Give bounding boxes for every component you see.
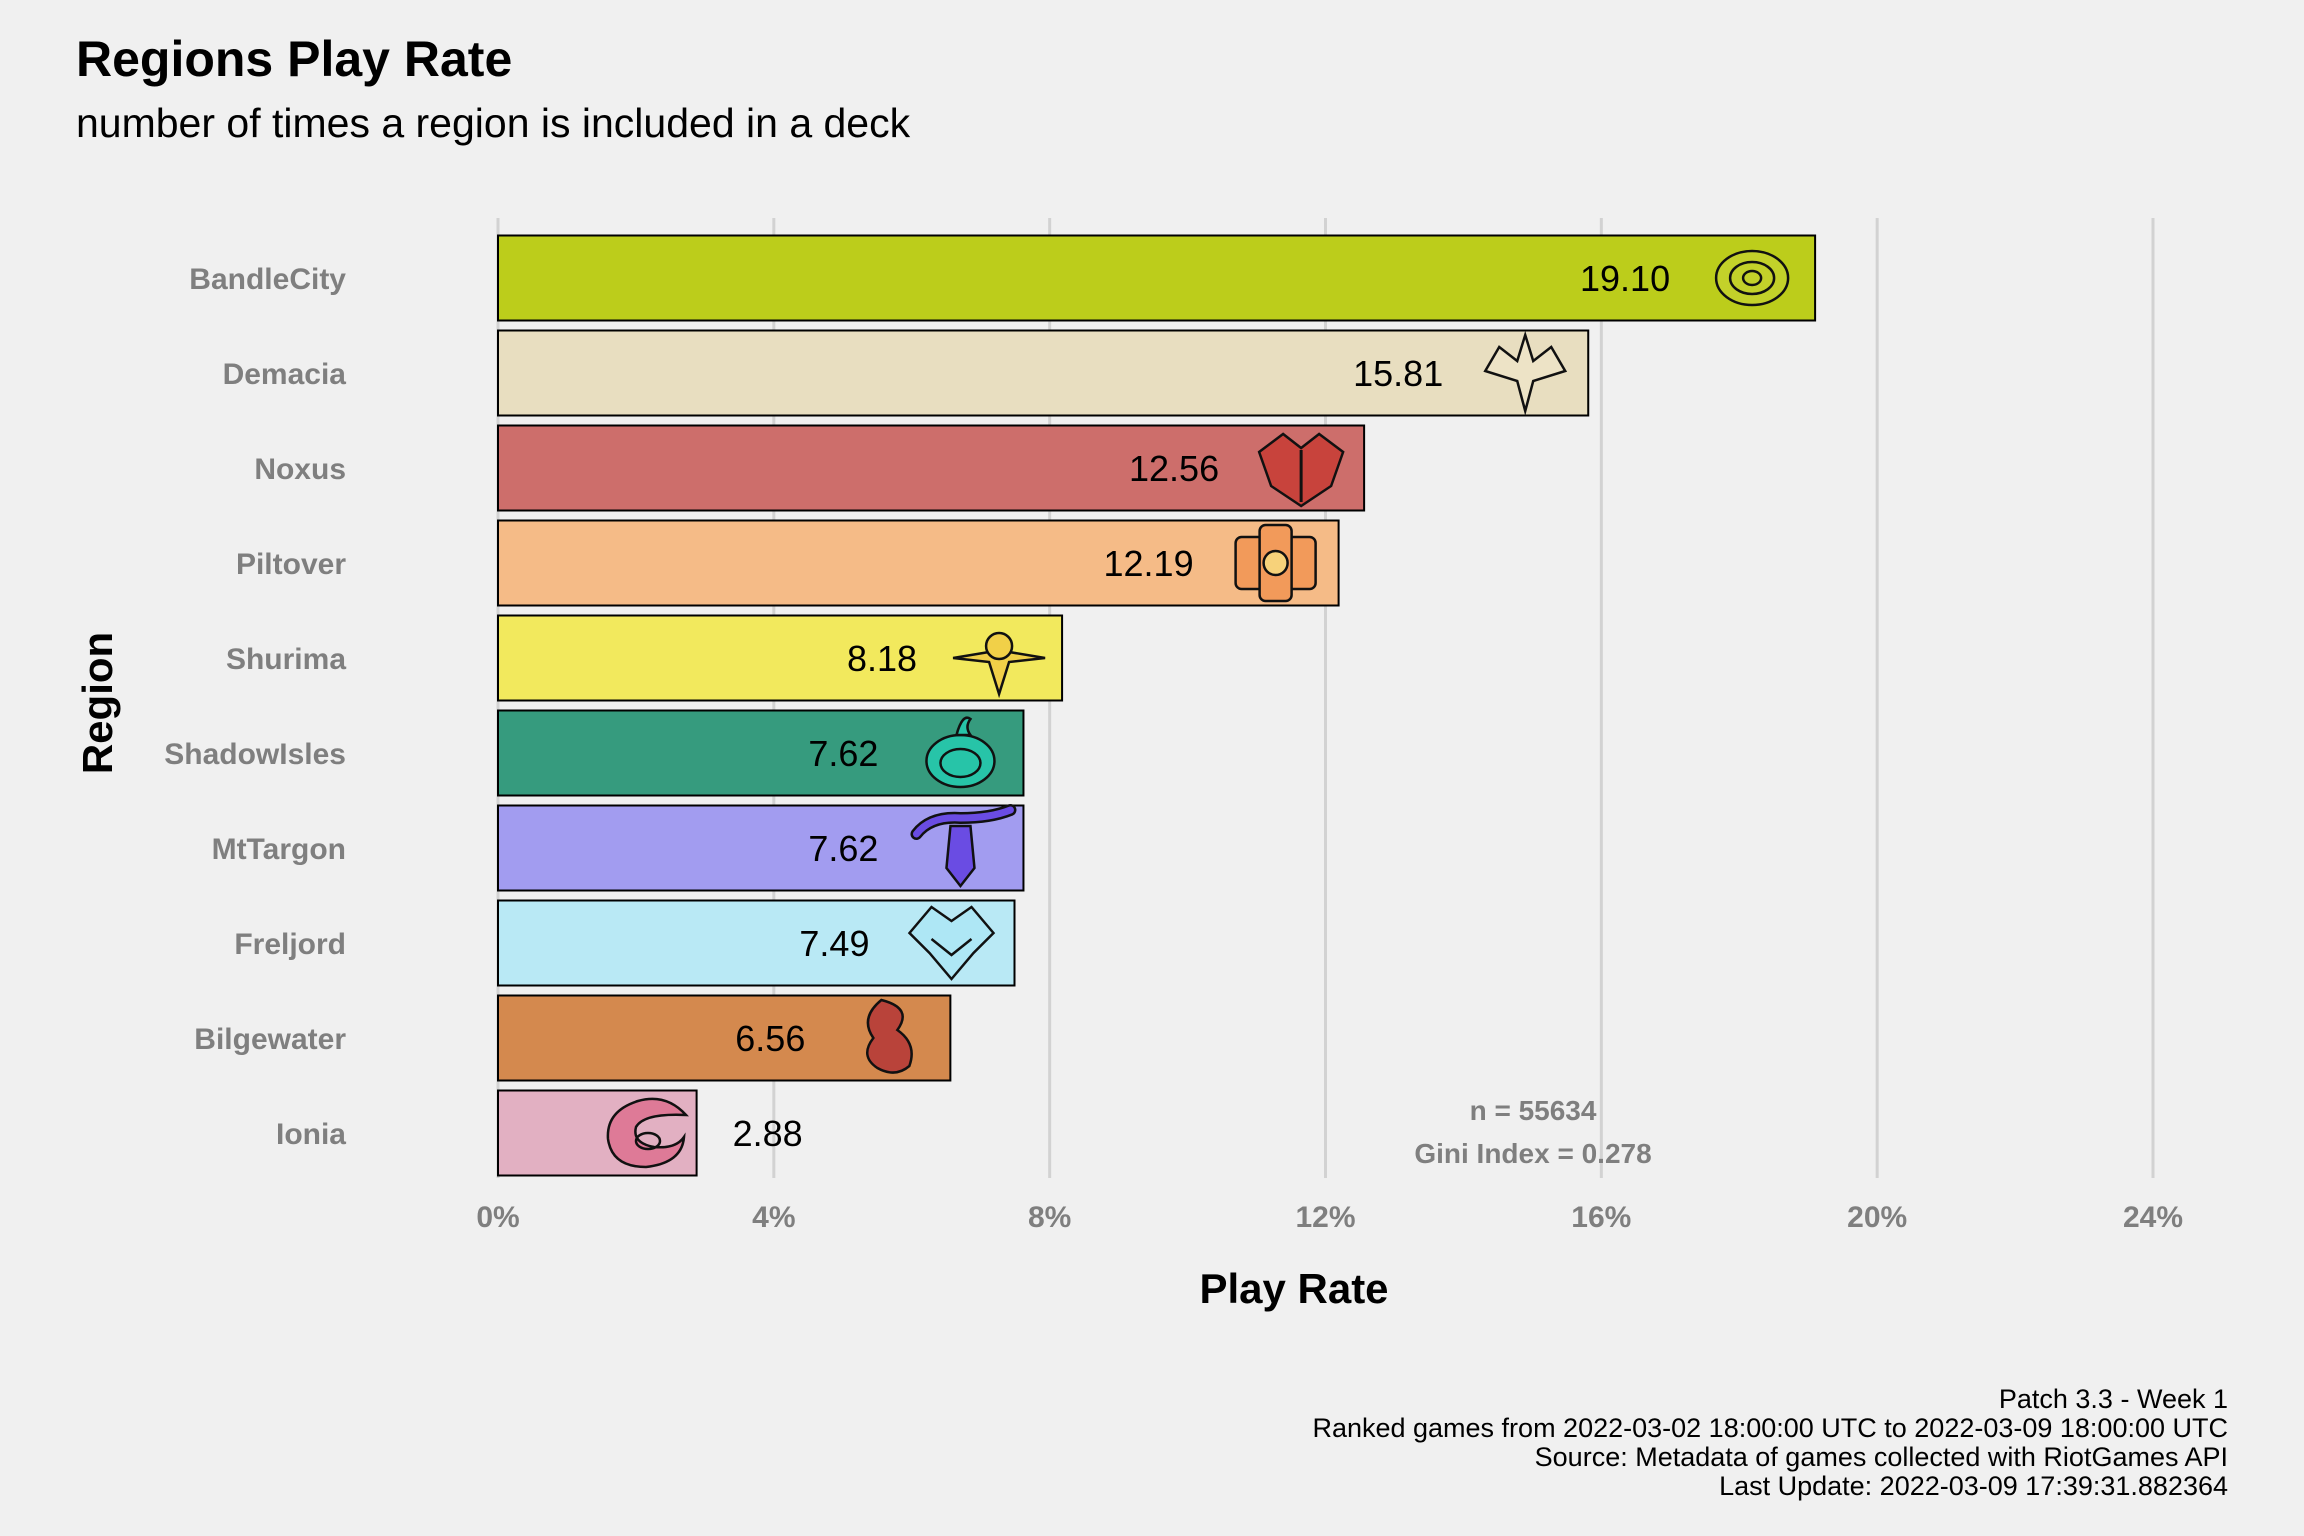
demacia-icon [1483,330,1568,416]
y-tick-label: Ionia [276,1118,346,1151]
x-tick-labels: 0% 4% 8% 12% 16% 20% 24% [476,1201,2183,1234]
bar-value-label: 12.56 [1129,448,1219,489]
bar-value-label: 12.19 [1104,543,1194,584]
x-tick-label: 0% [476,1201,519,1234]
bars: 19.10 15.81 12.56 12.19 8.18 7.62 7.62 7.49 6.56… [497,234,1817,1177]
shurima-icon [952,631,1046,699]
bar-value-label: 6.56 [735,1018,805,1059]
y-tick-label: Bilgewater [194,1023,346,1056]
bar [497,329,1590,417]
x-tick-label: 4% [752,1201,795,1234]
y-tick-label: Shurima [226,643,346,676]
x-tick-label: 12% [1295,1201,1355,1234]
x-axis-title: Play Rate [1199,1265,1388,1312]
bar [497,424,1366,512]
chart-subtitle: number of times a region is included in … [76,100,911,146]
y-tick-label: MtTargon [212,833,346,866]
y-tick-label: Noxus [254,453,346,486]
bilgewater-icon [866,998,913,1074]
caption: Patch 3.3 - Week 1 Ranked games from 202… [1312,1385,2228,1501]
caption-date-range: Ranked games from 2022-03-02 18:00:00 UT… [1312,1413,2228,1443]
y-tick-label: Demacia [223,358,347,391]
y-tick-label: Piltover [236,548,346,581]
x-tick-label: 24% [2123,1201,2183,1234]
x-tick-label: 8% [1028,1201,1071,1234]
y-tick-label: ShadowIsles [164,738,346,771]
bar-value-label: 7.62 [808,828,878,869]
y-tick-label: Freljord [234,928,346,961]
bar-value-label: 7.62 [808,733,878,774]
shadowisles-icon [925,716,996,789]
caption-patch: Patch 3.3 - Week 1 [1998,1384,2228,1414]
bandlecity-icon [1714,249,1790,307]
bar-value-label: 19.10 [1580,258,1670,299]
caption-source: Source: Metadata of games collected with… [1534,1442,2228,1472]
y-tick-labels: BandleCity Demacia Noxus Piltover Shurima Sha… [164,263,346,1151]
chart-title: Regions Play Rate [76,31,513,87]
bar-value-label: 15.81 [1353,353,1443,394]
freljord-icon [907,905,996,981]
mttargon-icon [910,804,1017,889]
ionia-icon [606,1097,689,1169]
noxus-icon [1257,432,1345,508]
bar-value-label: 8.18 [847,638,917,679]
piltover-icon [1234,523,1317,603]
bar-value-label: 7.49 [799,923,869,964]
y-axis-title: Region [74,632,121,774]
bar [497,519,1340,607]
caption-last-update: Last Update: 2022-03-09 17:39:31.882364 [1719,1471,2228,1501]
bar-value-label: 2.88 [733,1113,803,1154]
annotation-gini: Gini Index = 0.278 [1414,1138,1651,1169]
y-tick-label: BandleCity [189,263,346,296]
annotation-n: n = 55634 [1470,1095,1597,1126]
bar [497,234,1817,322]
x-tick-label: 20% [1847,1201,1907,1234]
x-tick-label: 16% [1571,1201,1631,1234]
